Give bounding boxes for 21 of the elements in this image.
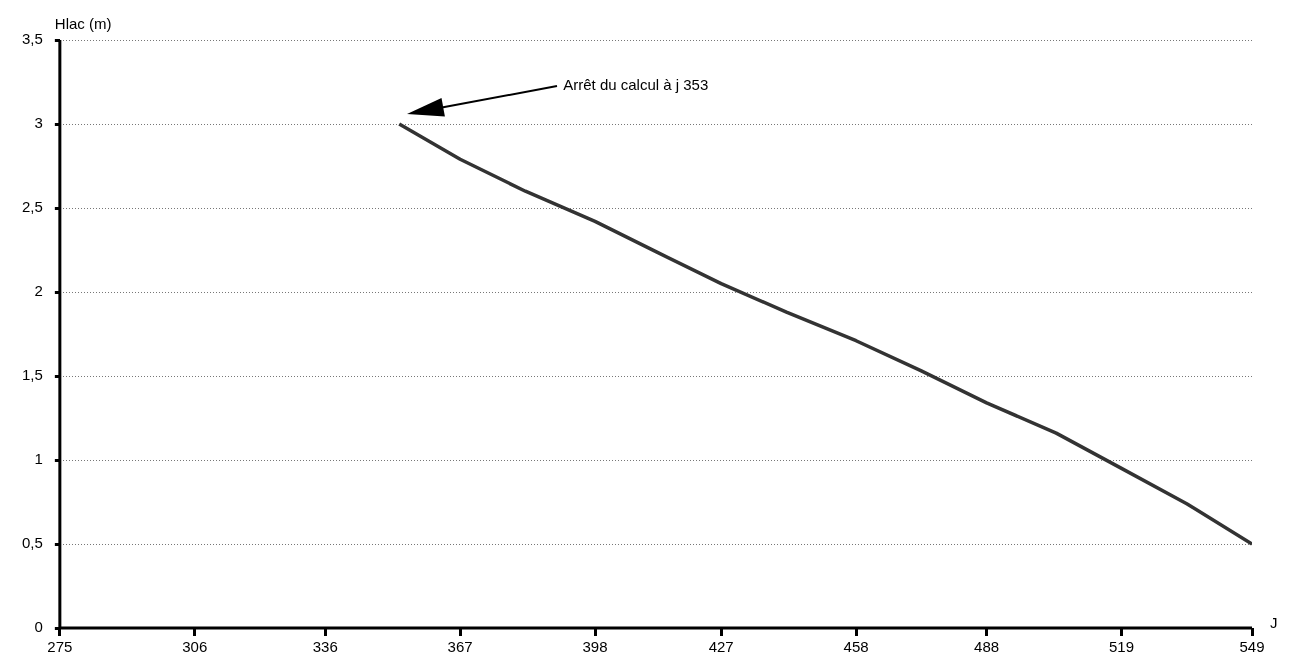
x-tick-label: 306 xyxy=(182,638,208,656)
x-tick-label: 458 xyxy=(843,638,869,656)
y-tick-label: 0,5 xyxy=(21,534,43,552)
y-tick-label: 1,5 xyxy=(21,366,43,384)
y-tick-label: 3 xyxy=(34,114,43,132)
y-tick-label: 3,5 xyxy=(21,30,43,48)
x-tick-label: 427 xyxy=(708,638,734,656)
x-tick-label: 488 xyxy=(974,638,1000,656)
x-tick-label: 549 xyxy=(1239,638,1265,656)
y-tick-label: 2 xyxy=(34,282,43,300)
x-tick-label: 398 xyxy=(582,638,608,656)
annotation: Arrêt du calcul à j 353 xyxy=(563,76,709,94)
x-tick-label: 336 xyxy=(312,638,338,656)
x-tick-label: 367 xyxy=(447,638,473,656)
y-tick-label: 0 xyxy=(34,618,43,636)
x-tick-label: 519 xyxy=(1108,638,1134,656)
y-axis-title: Hlac (m) xyxy=(54,14,112,32)
y-tick-label: 2,5 xyxy=(21,198,43,216)
x-tick-label: 275 xyxy=(47,638,73,656)
x-axis-title: J xyxy=(1270,614,1278,632)
y-tick-label: 1 xyxy=(34,450,43,468)
